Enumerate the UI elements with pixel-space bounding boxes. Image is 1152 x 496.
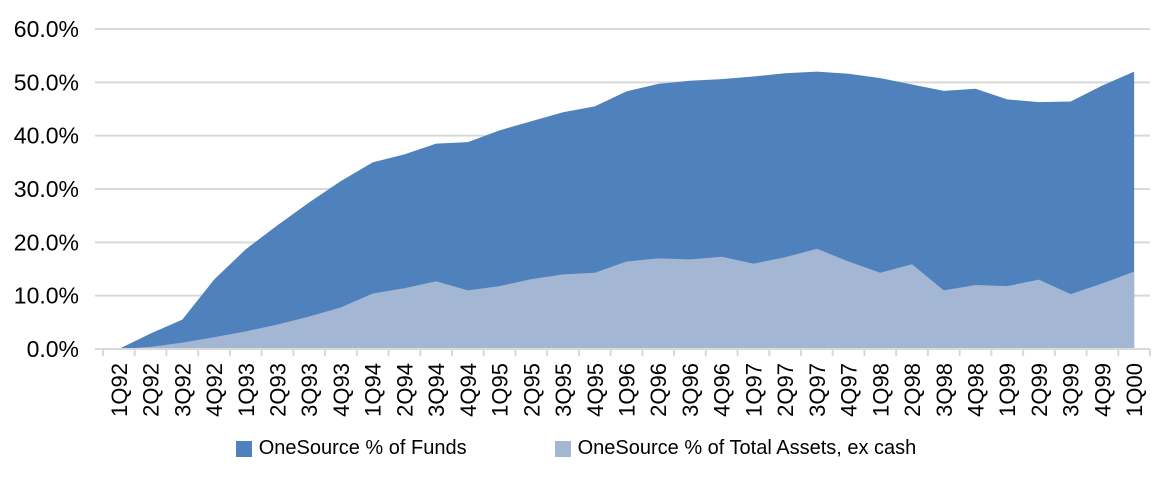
- x-tick-label: 1Q92: [107, 363, 132, 417]
- x-tick-label: 2Q95: [519, 363, 544, 417]
- x-tick-label: 1Q97: [741, 363, 766, 417]
- x-tick-label: 1Q94: [361, 363, 386, 417]
- y-tick-label: 30.0%: [14, 176, 79, 202]
- x-tick-label: 2Q97: [773, 363, 798, 417]
- x-tick-label: 4Q95: [583, 363, 608, 417]
- legend-item-funds: OneSource % of Funds: [235, 437, 467, 460]
- x-tick-label: 3Q92: [170, 363, 195, 417]
- legend-swatch-assets-icon: [554, 440, 571, 457]
- x-tick-label: 4Q93: [329, 363, 354, 417]
- y-tick-label: 10.0%: [14, 283, 79, 309]
- legend-swatch-funds-icon: [235, 440, 252, 457]
- x-tick-label: 1Q00: [1122, 363, 1147, 417]
- x-tick-label: 3Q99: [1059, 363, 1084, 417]
- x-tick-label: 4Q97: [837, 363, 862, 417]
- x-tick-label: 3Q97: [805, 363, 830, 417]
- x-tick-label: 3Q93: [297, 363, 322, 417]
- x-tick-label: 3Q98: [932, 363, 957, 417]
- y-tick-label: 0.0%: [27, 336, 79, 362]
- chart-legend: OneSource % of Funds OneSource % of Tota…: [0, 437, 1152, 460]
- x-tick-label: 2Q98: [900, 363, 925, 417]
- x-tick-label: 1Q93: [234, 363, 259, 417]
- x-tick-label: 3Q96: [678, 363, 703, 417]
- x-tick-label: 1Q96: [615, 363, 640, 417]
- x-tick-label: 3Q94: [424, 363, 449, 417]
- x-tick-label: 3Q95: [551, 363, 576, 417]
- x-tick-label: 2Q96: [646, 363, 671, 417]
- y-tick-label: 40.0%: [14, 123, 79, 149]
- y-tick-label: 20.0%: [14, 229, 79, 255]
- x-tick-label: 4Q92: [202, 363, 227, 417]
- x-tick-label: 2Q92: [139, 363, 164, 417]
- y-tick-label: 60.0%: [14, 16, 79, 42]
- area-assets: [118, 248, 1135, 349]
- x-tick-label: 1Q95: [488, 363, 513, 417]
- x-tick-label: 2Q93: [266, 363, 291, 417]
- x-tick-label: 2Q94: [392, 363, 417, 417]
- x-tick-label: 4Q99: [1090, 363, 1115, 417]
- x-tick-label: 4Q94: [456, 363, 481, 417]
- legend-label-funds: OneSource % of Funds: [258, 437, 467, 459]
- x-tick-label: 4Q98: [964, 363, 989, 417]
- x-tick-label: 4Q96: [710, 363, 735, 417]
- legend-label-assets: OneSource % of Total Assets, ex cash: [577, 437, 917, 459]
- y-tick-label: 50.0%: [14, 69, 79, 95]
- x-tick-label: 1Q98: [868, 363, 893, 417]
- x-tick-label: 1Q99: [995, 363, 1020, 417]
- legend-item-assets: OneSource % of Total Assets, ex cash: [554, 437, 917, 460]
- x-tick-label: 2Q99: [1027, 363, 1052, 417]
